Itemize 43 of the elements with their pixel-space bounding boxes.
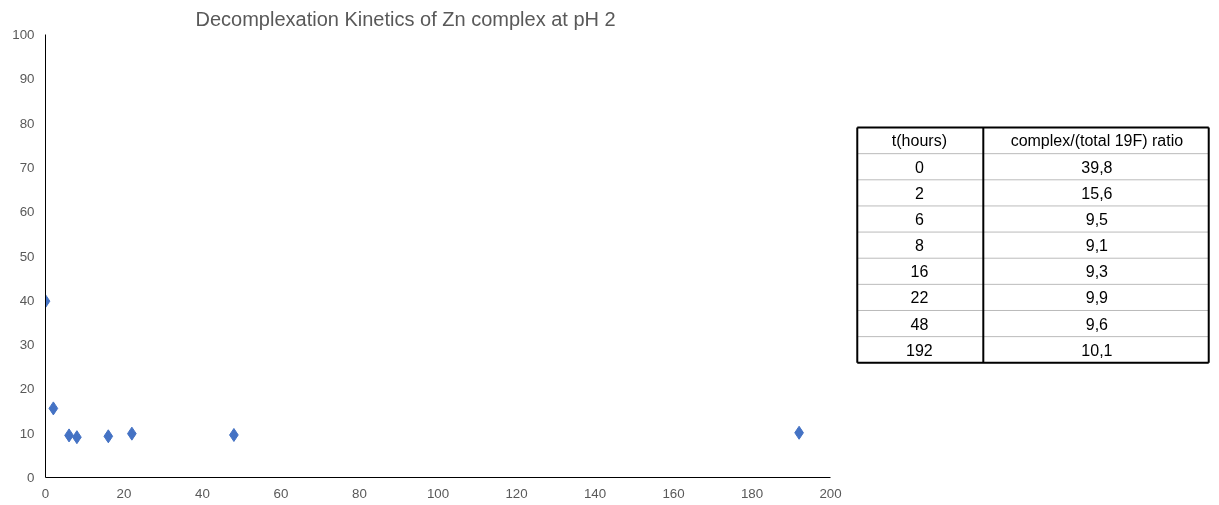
text: 9,1 <box>1085 237 1109 255</box>
text: t(hours) <box>891 132 947 150</box>
x-tick-label: 180 <box>740 485 764 501</box>
text: 0 <box>914 158 924 176</box>
x-tick-label: 120 <box>505 485 528 501</box>
x-tick-label: 140 <box>583 485 607 501</box>
chart-title: Decomplexation Kinetics of Zn complex at pH 2 <box>195 7 616 30</box>
y-tick-label: 30 <box>19 337 35 353</box>
x-tick-label: 0 <box>41 485 50 501</box>
text: 22 <box>910 289 929 307</box>
x-tick-label: 160 <box>662 485 685 501</box>
y-tick-label: 50 <box>19 248 35 264</box>
text: 39,8 <box>1081 158 1113 176</box>
y-tick-label: 0 <box>27 470 35 485</box>
text: 15,6 <box>1081 184 1113 202</box>
text: 2 <box>914 184 924 202</box>
x-tick-label: 100 <box>426 485 450 501</box>
x-tick-label: 60 <box>273 485 289 501</box>
y-tick-label: 60 <box>19 204 35 220</box>
text: 6 <box>914 211 924 229</box>
point <box>48 401 59 416</box>
x-tick-label: 20 <box>116 485 132 501</box>
text: 16 <box>910 263 929 281</box>
x-tick-label: 200 <box>819 485 842 501</box>
x-tick-label: 80 <box>352 485 367 501</box>
text: 9,5 <box>1085 211 1109 229</box>
y-tick-label: 90 <box>19 71 35 87</box>
y-tick-label: 40 <box>19 292 35 308</box>
point <box>103 429 114 444</box>
text: complex/(total 19F) ratio <box>1010 132 1184 150</box>
y-tick-label: 80 <box>19 115 35 131</box>
text: 8 <box>914 237 924 255</box>
y-tick-label: 20 <box>19 381 35 397</box>
text: 9,3 <box>1085 263 1109 281</box>
y-tick-label: 70 <box>19 159 35 175</box>
text: 9,6 <box>1085 315 1109 333</box>
text: 48 <box>910 315 929 333</box>
y-tick-label: 100 <box>12 27 35 42</box>
text: 192 <box>906 341 933 359</box>
text: 9,9 <box>1085 289 1109 307</box>
x-tick-label: 40 <box>195 485 210 501</box>
y-tick-label: 10 <box>19 425 35 441</box>
text: 10,1 <box>1081 341 1113 359</box>
